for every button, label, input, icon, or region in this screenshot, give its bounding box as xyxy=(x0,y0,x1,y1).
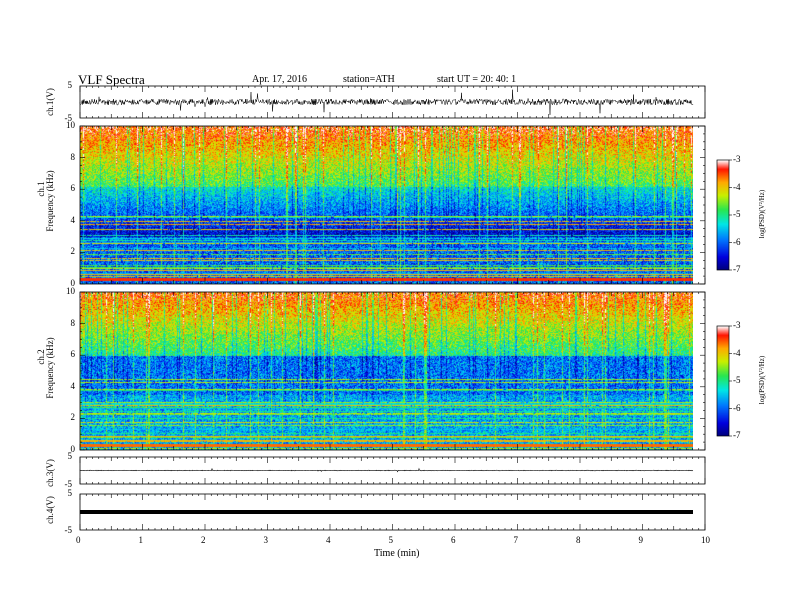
colorbar-tick-label: -4 xyxy=(733,181,741,192)
colorbar-tick-label: -6 xyxy=(733,236,741,247)
x-tick-label: 5 xyxy=(388,535,394,545)
ch1-colorbar-label: log(PSD)(V²/Hz) xyxy=(758,189,766,239)
freq-tick-label: 6 xyxy=(70,349,76,360)
ch4-waveform-ylabel: ch.4(V) xyxy=(45,496,55,524)
x-tick-label: 10 xyxy=(701,535,710,545)
y-tick-label: 5 xyxy=(67,451,73,461)
x-tick-label: 0 xyxy=(76,535,81,545)
freq-tick-label: 0 xyxy=(70,444,76,454)
x-tick-label: 3 xyxy=(263,535,269,545)
colorbar-tick-label: -5 xyxy=(733,209,741,219)
station-label: station=ATH xyxy=(343,74,395,85)
colorbar-tick-label: -7 xyxy=(733,264,741,274)
ch3-waveform-line xyxy=(79,467,694,473)
ch2-colorbar xyxy=(717,326,729,436)
x-axis-label: Time (min) xyxy=(374,548,420,559)
ch1-frequency-ylabel: Frequency (kHz) xyxy=(45,170,55,232)
colorbar-tick-label: -6 xyxy=(733,402,741,413)
ch1-waveform-ylabel: ch.1(V) xyxy=(45,88,55,116)
x-tick-label: 7 xyxy=(513,535,519,545)
colorbar-tick-label: -7 xyxy=(733,430,741,440)
freq-tick-label: 4 xyxy=(70,380,76,391)
ch2-frequency-ylabel: Frequency (kHz) xyxy=(45,337,55,399)
panel-frame-2 xyxy=(79,125,706,285)
y-tick-label: -5 xyxy=(64,479,73,489)
freq-tick-label: 2 xyxy=(70,412,76,423)
x-tick-label: 9 xyxy=(638,535,644,545)
colorbar-frame-1 xyxy=(716,159,730,271)
freq-tick-label: 0 xyxy=(70,278,76,288)
x-tick-label: 6 xyxy=(451,535,456,545)
freq-tick-label: 10 xyxy=(66,286,75,296)
panel-frame-3 xyxy=(79,291,706,451)
ch1-colorbar xyxy=(717,160,729,270)
chart-title: VLF Spectra xyxy=(78,72,145,87)
freq-tick-label: 4 xyxy=(70,214,76,225)
ch1-spectrogram-image xyxy=(80,126,693,284)
date-label: Apr. 17, 2016 xyxy=(252,74,307,85)
colorbar-frame-2 xyxy=(716,325,730,437)
start-time-label: start UT = 20: 40: 1 xyxy=(437,74,517,85)
ch2-colorbar-label: log(PSD)(V²/Hz) xyxy=(758,355,766,405)
freq-tick-label: 10 xyxy=(66,120,75,130)
colorbar-tick-label: -4 xyxy=(733,347,741,358)
y-tick-label: 5 xyxy=(67,80,73,90)
y-tick-label: -5 xyxy=(64,113,73,123)
colorbar-tick-label: -5 xyxy=(733,375,741,385)
colorbar-tick-label: -3 xyxy=(733,154,741,164)
ch3-waveform-ylabel: ch.3(V) xyxy=(45,459,55,487)
freq-tick-label: 2 xyxy=(70,246,76,257)
freq-tick-label: 8 xyxy=(70,151,76,162)
x-tick-label: 1 xyxy=(138,535,144,545)
freq-tick-label: 6 xyxy=(70,183,76,194)
ch1-waveform-line xyxy=(79,89,694,115)
ch2-spectrogram-image xyxy=(80,292,693,450)
x-tick-label: 4 xyxy=(326,535,331,545)
x-tick-label: 8 xyxy=(576,535,581,545)
y-tick-label: 5 xyxy=(67,488,73,498)
y-tick-label: -5 xyxy=(64,525,73,535)
colorbar-tick-label: -3 xyxy=(733,320,741,330)
freq-tick-label: 8 xyxy=(70,317,76,328)
x-tick-label: 2 xyxy=(201,535,206,545)
